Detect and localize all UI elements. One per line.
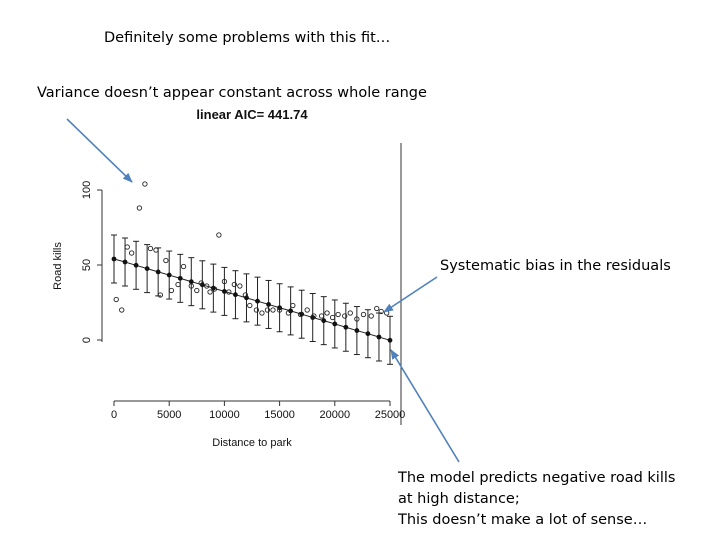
observed-point bbox=[119, 307, 125, 313]
observed-point bbox=[290, 302, 296, 309]
fitted-points bbox=[111, 256, 393, 343]
annotation-fit-problems: Definitely some problems with this fit… bbox=[104, 30, 391, 46]
observed-point bbox=[329, 314, 336, 321]
x-tick-label: 0 bbox=[111, 409, 117, 421]
x-axis-ticks: 0 5000 10000 15000 20000 25000 bbox=[111, 401, 405, 421]
observed-point bbox=[270, 307, 276, 313]
observed-point bbox=[297, 311, 304, 318]
fitted-point bbox=[387, 337, 393, 343]
x-axis-title: Distance to park bbox=[212, 437, 292, 449]
fitted-line bbox=[113, 258, 391, 341]
annotation-negative-line-3: This doesn’t make a lot of sense… bbox=[398, 512, 648, 528]
observed-point bbox=[221, 278, 228, 285]
observed-point bbox=[304, 307, 310, 313]
y-tick-label: 100 bbox=[81, 181, 93, 199]
observed-point bbox=[242, 292, 249, 298]
observed-points bbox=[113, 181, 390, 322]
observed-point bbox=[237, 283, 243, 289]
fitted-point bbox=[155, 269, 161, 275]
annotation-bias: Systematic bias in the residuals bbox=[440, 258, 671, 274]
fitted-point bbox=[122, 259, 128, 265]
observed-point bbox=[253, 307, 260, 313]
fitted-point bbox=[222, 289, 227, 294]
y-tick-label: 0 bbox=[81, 337, 93, 343]
x-tick-label: 15000 bbox=[264, 409, 295, 421]
observed-point bbox=[335, 311, 341, 318]
fitted-point bbox=[343, 324, 349, 330]
x-tick-label: 10000 bbox=[209, 409, 240, 421]
observed-point bbox=[168, 287, 175, 294]
observed-point bbox=[207, 289, 213, 295]
annotation-negative-line-2: at high distance; bbox=[398, 491, 520, 507]
annotation-variance: Variance doesn’t appear constant across … bbox=[37, 85, 427, 101]
observed-point bbox=[259, 310, 265, 316]
fitted-point bbox=[255, 298, 260, 304]
arrow-bias bbox=[383, 276, 438, 313]
observed-point bbox=[211, 286, 218, 292]
observed-point bbox=[276, 307, 283, 313]
arrow-negative bbox=[390, 349, 460, 463]
fitted-point bbox=[244, 295, 249, 301]
observed-point bbox=[129, 250, 135, 256]
y-tick-label: 50 bbox=[81, 259, 93, 271]
y-axis-ticks: 0 50 100 bbox=[81, 181, 102, 343]
observed-point bbox=[324, 310, 330, 316]
observed-point bbox=[180, 263, 187, 270]
observed-point bbox=[285, 310, 292, 316]
observed-point bbox=[226, 289, 232, 295]
observed-point bbox=[216, 232, 222, 238]
observed-point bbox=[318, 313, 325, 319]
observed-point bbox=[204, 283, 210, 289]
chart-title: linear AIC= 441.74 bbox=[196, 107, 308, 122]
fitted-point bbox=[332, 321, 338, 327]
observed-point bbox=[194, 287, 200, 294]
observed-point bbox=[231, 281, 237, 288]
arrow-variance bbox=[66, 118, 133, 183]
observed-point bbox=[354, 316, 360, 322]
x-tick-label: 25000 bbox=[375, 409, 406, 421]
fitted-point bbox=[376, 334, 382, 340]
fitted-point bbox=[266, 302, 271, 307]
observed-point bbox=[198, 280, 204, 286]
observed-point bbox=[247, 302, 253, 309]
fitted-point bbox=[365, 331, 371, 337]
observed-point bbox=[136, 205, 143, 211]
fitted-point bbox=[321, 318, 327, 324]
x-tick-label: 5000 bbox=[157, 409, 181, 421]
observed-point bbox=[113, 296, 119, 303]
y-axis-title: Road kills bbox=[52, 242, 64, 290]
observed-point bbox=[142, 181, 148, 187]
observed-point bbox=[163, 257, 169, 264]
annotation-negative-prediction: The model predicts negative road kills a… bbox=[398, 468, 698, 531]
observed-point bbox=[347, 310, 353, 316]
observed-point bbox=[374, 305, 380, 312]
observed-point bbox=[368, 313, 374, 319]
fitted-point bbox=[133, 262, 139, 268]
observed-point bbox=[264, 307, 271, 313]
fitted-point bbox=[166, 272, 172, 278]
fitted-point bbox=[111, 256, 117, 262]
annotation-negative-line-1: The model predicts negative road kills bbox=[398, 470, 676, 486]
fitted-point bbox=[233, 292, 238, 298]
observed-point bbox=[147, 245, 154, 252]
observed-point bbox=[360, 311, 367, 318]
observed-point bbox=[157, 292, 164, 298]
observed-point bbox=[124, 244, 130, 250]
observed-point bbox=[153, 247, 159, 253]
fitted-point bbox=[144, 266, 150, 271]
fitted-point bbox=[188, 279, 194, 285]
x-tick-label: 20000 bbox=[320, 409, 351, 421]
fitted-point bbox=[288, 308, 294, 314]
fitted-point bbox=[177, 275, 183, 281]
observed-point bbox=[175, 281, 181, 288]
observed-point bbox=[342, 313, 348, 319]
observed-point bbox=[311, 313, 317, 319]
fitted-point bbox=[354, 328, 360, 333]
observed-point bbox=[188, 283, 194, 289]
